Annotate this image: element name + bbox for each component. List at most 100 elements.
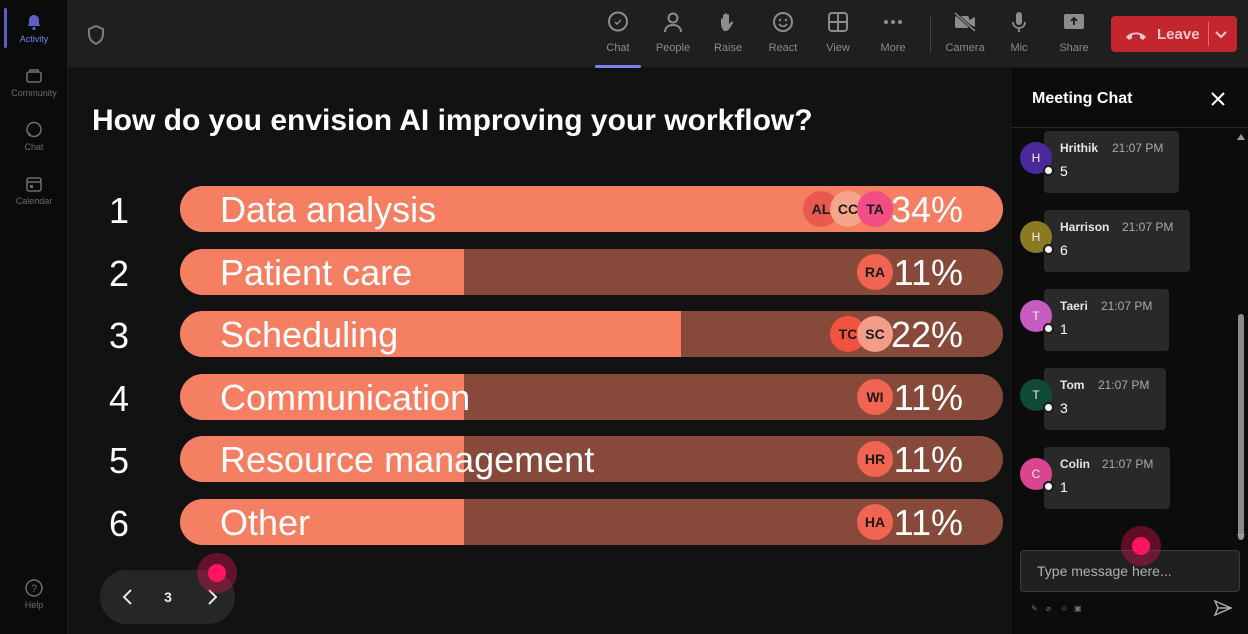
sender-name: Colin [1060, 457, 1090, 471]
voter-avatar: WI [857, 379, 893, 415]
sender-name: Hrithik [1060, 141, 1099, 155]
rail-item-chat[interactable]: Chat [0, 112, 68, 162]
toolbar-camera-button[interactable]: Camera [940, 10, 990, 62]
message-text: 6 [1060, 242, 1068, 258]
format-icon[interactable]: ✎ [1031, 604, 1038, 613]
rail-item-calendar[interactable]: Calendar [0, 166, 68, 216]
toolbar-chat-button[interactable]: Chat [593, 10, 643, 68]
poll-option: 6 Other HA 11% [68, 499, 1010, 545]
poll-option-label: Scheduling [220, 314, 399, 355]
toolbar-people-button[interactable]: People [648, 10, 698, 62]
message-bubble: Tom 21:07 PM 3 [1044, 368, 1166, 430]
rail-item-label: Activity [19, 34, 49, 44]
toolbar-label: View [826, 42, 850, 54]
emoji-icon[interactable]: ☺ [1060, 604, 1069, 613]
poll-option-bar[interactable]: Scheduling TC SC 22% [180, 311, 1003, 357]
poll-option-label: Data analysis [220, 189, 437, 230]
voter-avatar: HR [857, 441, 893, 477]
chat-message: Harrison 21:07 PM 6 H [1011, 210, 1231, 274]
rail-item-community[interactable]: Community [0, 58, 68, 108]
toolbar-label: React [768, 42, 798, 54]
toolbar-label: People [655, 42, 691, 54]
app-rail: Activity Community Chat Calendar ? Help [0, 0, 68, 634]
poll-option-bar[interactable]: Other HA 11% [180, 499, 1003, 545]
chat-icon [606, 10, 630, 34]
poll-option-number: 4 [108, 378, 130, 419]
chevron-left-icon[interactable] [118, 586, 138, 608]
sender-name: Taeri [1060, 299, 1088, 313]
rail-item-label: Chat [24, 142, 44, 152]
page-number: 3 [164, 589, 172, 605]
presence-status-icon [1043, 481, 1054, 492]
toolbar-react-button[interactable]: React [758, 10, 808, 62]
close-icon[interactable] [1209, 90, 1227, 108]
poll-option-bar[interactable]: Communication WI 11% [180, 374, 1003, 420]
chat-scrollbar[interactable] [1235, 130, 1247, 542]
toolbar-raise-button[interactable]: Raise [703, 10, 753, 62]
poll-option: 5 Resource management HR 11% [68, 436, 1010, 482]
chat-header: Meeting Chat [1011, 68, 1248, 128]
toolbar-label: Mic [1010, 42, 1028, 54]
sender-name: Tom [1060, 378, 1085, 392]
gif-icon[interactable]: ▣ [1074, 604, 1082, 613]
leave-divider [1208, 22, 1209, 46]
poll-option-fill [180, 311, 682, 357]
rail-item-help[interactable]: ? Help [0, 570, 68, 620]
community-icon [24, 66, 44, 86]
toolbar-mic-button[interactable]: Mic [994, 10, 1044, 62]
message-bubble: Harrison 21:07 PM 6 [1044, 210, 1190, 272]
scroll-down-icon[interactable] [1237, 534, 1245, 540]
message-timestamp: 21:07 PM [1122, 220, 1174, 234]
toolbar-share-button[interactable]: Share [1049, 10, 1099, 62]
avatar[interactable]: C [1020, 458, 1052, 490]
poll-option-fill [180, 374, 464, 420]
chat-title: Meeting Chat [1032, 90, 1133, 107]
poll-option-fill [180, 436, 464, 482]
chat-message: Hrithik 21:07 PM 5 H [1011, 131, 1231, 195]
leave-button[interactable]: Leave [1111, 16, 1237, 52]
poll-option-bar[interactable]: Resource management HR 11% [180, 436, 1003, 482]
chevron-down-icon[interactable] [1213, 26, 1229, 42]
poll-stage: How do you envision AI improving your wo… [68, 68, 1010, 634]
toolbar-divider [930, 16, 931, 52]
scrollbar-thumb[interactable] [1238, 314, 1244, 540]
chat-icon [24, 120, 44, 140]
poll-option-bar[interactable]: Data analysis AL CC TA 34% [180, 186, 1003, 232]
poll-option-label: Patient care [220, 252, 413, 293]
message-bubble: Taeri 21:07 PM 1 [1044, 289, 1169, 351]
send-icon[interactable] [1213, 598, 1233, 618]
phone-hangup-icon [1125, 28, 1147, 40]
poll-option-number: 3 [108, 315, 130, 356]
toolbar-view-button[interactable]: View [813, 10, 863, 62]
people-icon [661, 10, 685, 34]
poll-option-label: Other [220, 502, 311, 543]
chat-message: Tom 21:07 PM 3 T [1011, 368, 1231, 432]
toolbar-label: Chat [606, 42, 630, 54]
attach-icon[interactable]: ⌀ [1046, 604, 1051, 613]
ellipsis-icon [881, 10, 905, 34]
poll-option-fill [180, 249, 464, 295]
help-icon: ? [24, 578, 44, 598]
poll-question: How do you envision AI improving your wo… [92, 104, 813, 137]
rail-item-activity[interactable]: Activity [0, 4, 68, 54]
scroll-up-icon[interactable] [1237, 134, 1245, 140]
calendar-icon [24, 174, 44, 194]
chat-message-input[interactable] [1020, 550, 1240, 592]
poll-option-fill [180, 499, 464, 545]
bell-icon [24, 12, 44, 32]
click-indicator [1121, 526, 1161, 566]
poll-option-number: 2 [108, 253, 130, 294]
poll-option-bar[interactable]: Patient care RA 11% [180, 249, 1003, 295]
toolbar-label: Camera [945, 42, 985, 54]
poll-option-percent: 34% [890, 189, 963, 230]
toolbar-label: Raise [713, 42, 743, 54]
toolbar-more-button[interactable]: More [868, 10, 918, 62]
hand-icon [716, 10, 740, 34]
rail-item-label: Help [24, 600, 44, 610]
chat-message: Taeri 21:07 PM 1 T [1011, 289, 1231, 353]
poll-option-label: Resource management [220, 439, 595, 480]
shield-icon [86, 24, 106, 46]
chevron-right-icon[interactable] [202, 586, 222, 608]
message-timestamp: 21:07 PM [1101, 299, 1153, 313]
presence-status-icon [1043, 165, 1054, 176]
